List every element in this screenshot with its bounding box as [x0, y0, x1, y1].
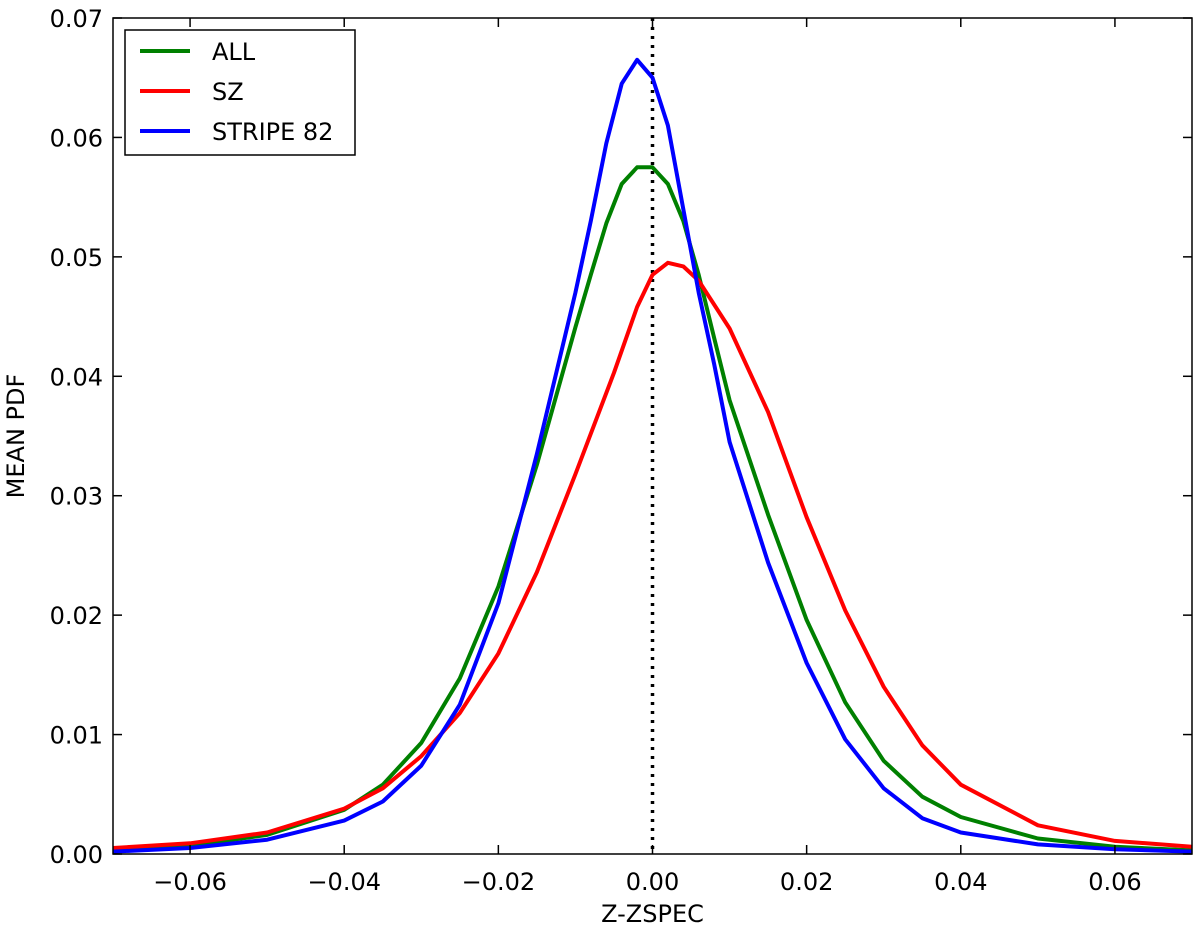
series-line-all [113, 165, 1192, 853]
x-tick-label: 0.02 [780, 868, 833, 896]
x-axis-label: Z-ZSPEC [601, 900, 704, 928]
legend-label: ALL [212, 38, 256, 66]
x-tick-label: −0.06 [153, 868, 227, 896]
legend: ALL SZ STRIPE 82 [124, 29, 356, 156]
x-tick-label: 0.04 [934, 868, 987, 896]
y-tick-label: 0.06 [50, 124, 103, 152]
y-tick-label: 0.02 [50, 602, 103, 630]
y-tick-label: 0.01 [50, 722, 103, 750]
plot-content [113, 18, 1192, 854]
y-tick-label: 0.03 [50, 483, 103, 511]
x-tick-label: −0.02 [462, 868, 536, 896]
series-group [113, 18, 1192, 854]
series-line-stripe-82 [113, 57, 1192, 854]
y-tick-label: 0.04 [50, 363, 103, 391]
y-tick-label: 0.07 [50, 5, 103, 33]
y-axis-label: MEAN PDF [2, 374, 30, 499]
legend-label: STRIPE 82 [212, 118, 333, 146]
legend-label: SZ [212, 78, 244, 106]
y-tick-label: 0.00 [50, 841, 103, 869]
y-tick-label: 0.05 [50, 244, 103, 272]
x-tick-label: −0.04 [307, 868, 381, 896]
x-tick-label: 0.06 [1088, 868, 1141, 896]
x-tick-label: 0.00 [626, 868, 679, 896]
series-line-sz [113, 260, 1192, 850]
axis-ticks [113, 17, 1192, 855]
tick-labels: −0.06 −0.04 −0.02 0.00 0.02 0.04 0.06 0.00 0.01 0… [50, 5, 1142, 896]
